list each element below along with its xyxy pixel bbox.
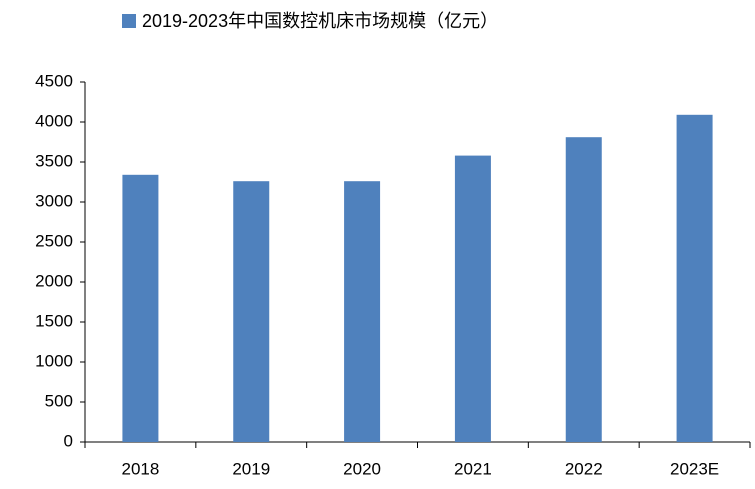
y-tick-label: 3500: [35, 151, 73, 170]
x-tick-label: 2022: [565, 459, 603, 478]
y-tick-label: 1500: [35, 311, 73, 330]
x-tick-label: 2023E: [670, 459, 719, 478]
bar: [565, 137, 602, 442]
legend-swatch: [122, 14, 136, 28]
y-tick-label: 4000: [35, 111, 73, 130]
y-tick-label: 4500: [35, 71, 73, 90]
y-tick-label: 500: [45, 391, 73, 410]
x-tick-label: 2020: [343, 459, 381, 478]
bar: [233, 181, 270, 442]
y-tick-label: 2500: [35, 231, 73, 250]
y-tick-label: 0: [64, 431, 73, 450]
legend-label: 2019-2023年中国数控机床市场规模（亿元）: [142, 11, 498, 31]
bar: [676, 114, 713, 443]
x-tick-label: 2018: [122, 459, 160, 478]
x-tick-label: 2021: [454, 459, 492, 478]
bar: [454, 155, 491, 442]
bar: [122, 174, 159, 443]
x-tick-label: 2019: [232, 459, 270, 478]
bar: [344, 181, 381, 442]
y-tick-label: 3000: [35, 191, 73, 210]
y-tick-label: 2000: [35, 271, 73, 290]
y-tick-label: 1000: [35, 351, 73, 370]
